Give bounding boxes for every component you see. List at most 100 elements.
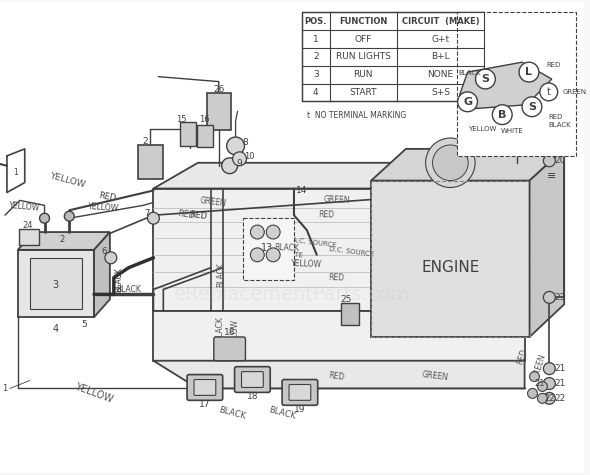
Text: B: B — [498, 110, 506, 120]
Text: 10: 10 — [244, 152, 255, 162]
Text: 19: 19 — [294, 405, 306, 414]
Text: 20: 20 — [555, 156, 566, 165]
Text: B+L: B+L — [431, 52, 450, 61]
FancyBboxPatch shape — [241, 371, 263, 388]
Circle shape — [530, 371, 539, 381]
Text: 8: 8 — [242, 139, 248, 147]
Circle shape — [543, 378, 555, 389]
Text: eReplacementParts.com: eReplacementParts.com — [174, 285, 410, 304]
Circle shape — [232, 152, 247, 166]
Circle shape — [250, 248, 264, 262]
Text: BLACK: BLACK — [216, 262, 225, 287]
Text: 24: 24 — [22, 220, 33, 229]
Text: A.C. SOURCE: A.C. SOURCE — [292, 237, 337, 248]
Text: RED: RED — [189, 209, 207, 221]
Text: BLACK: BLACK — [218, 405, 247, 421]
Text: RUN LIGHTS: RUN LIGHTS — [336, 52, 391, 61]
FancyBboxPatch shape — [180, 122, 196, 146]
Text: YELLOW: YELLOW — [259, 256, 291, 268]
Text: 22: 22 — [555, 394, 566, 403]
FancyBboxPatch shape — [194, 380, 216, 395]
Text: GREEN: GREEN — [323, 195, 350, 205]
Text: GREEN: GREEN — [199, 196, 227, 209]
Polygon shape — [30, 258, 82, 309]
Polygon shape — [153, 189, 525, 311]
Text: YELLOW: YELLOW — [48, 171, 86, 190]
Circle shape — [543, 155, 555, 167]
Text: 6: 6 — [101, 247, 107, 257]
Text: 2: 2 — [60, 236, 65, 245]
Text: S: S — [528, 102, 536, 112]
Polygon shape — [371, 180, 530, 337]
Text: 7: 7 — [144, 209, 149, 218]
Text: 4: 4 — [53, 324, 58, 334]
Text: RED: RED — [547, 62, 561, 68]
Polygon shape — [18, 232, 110, 250]
Circle shape — [250, 225, 264, 239]
Text: 18: 18 — [224, 328, 235, 336]
Text: 22: 22 — [544, 394, 555, 403]
Circle shape — [476, 69, 495, 89]
Text: L: L — [526, 67, 532, 77]
Text: 21: 21 — [555, 379, 566, 388]
Text: WHITE: WHITE — [501, 129, 523, 134]
Text: RED: RED — [549, 114, 563, 120]
Text: 17: 17 — [199, 400, 211, 409]
Polygon shape — [18, 250, 94, 317]
Text: POS.: POS. — [304, 17, 327, 26]
Text: t  NO TERMINAL MARKING: t NO TERMINAL MARKING — [307, 111, 406, 120]
Text: 1: 1 — [2, 384, 8, 393]
Text: 2: 2 — [143, 137, 148, 146]
Text: OFF: OFF — [355, 35, 372, 44]
Text: WHITE: WHITE — [280, 250, 304, 259]
Text: BLACK: BLACK — [267, 405, 297, 421]
FancyBboxPatch shape — [187, 375, 222, 400]
Text: 3: 3 — [313, 70, 319, 79]
Text: NONE: NONE — [427, 70, 454, 79]
Text: YELLOW: YELLOW — [88, 202, 120, 213]
Polygon shape — [153, 311, 525, 361]
Text: 5: 5 — [81, 320, 87, 329]
Text: BLACK: BLACK — [116, 285, 141, 294]
FancyBboxPatch shape — [289, 384, 311, 400]
Text: G+t: G+t — [431, 35, 450, 44]
Circle shape — [266, 248, 280, 262]
FancyBboxPatch shape — [282, 380, 318, 405]
Text: YELLOW: YELLOW — [74, 382, 114, 405]
Text: 14: 14 — [296, 186, 307, 195]
Text: GREEN: GREEN — [563, 89, 586, 95]
Text: 4: 4 — [313, 88, 319, 97]
Circle shape — [543, 292, 555, 304]
FancyBboxPatch shape — [342, 304, 359, 325]
FancyBboxPatch shape — [235, 367, 270, 392]
Text: YELLOW: YELLOW — [231, 319, 240, 350]
Bar — [302, 12, 484, 101]
Circle shape — [537, 381, 548, 391]
Polygon shape — [153, 361, 525, 389]
Bar — [457, 12, 576, 156]
Text: CIRCUIT  (MAKE): CIRCUIT (MAKE) — [402, 17, 479, 26]
Text: BLACK: BLACK — [549, 122, 571, 128]
FancyBboxPatch shape — [137, 145, 163, 179]
Text: 26: 26 — [213, 85, 224, 94]
Polygon shape — [530, 149, 564, 337]
FancyBboxPatch shape — [207, 94, 231, 130]
Circle shape — [432, 145, 468, 180]
Text: YELLOW: YELLOW — [9, 201, 41, 213]
Text: 2: 2 — [313, 52, 319, 61]
Text: BLACK: BLACK — [114, 267, 123, 292]
Text: RED: RED — [177, 209, 195, 221]
Text: ≡: ≡ — [546, 171, 556, 180]
Text: RED: RED — [97, 191, 116, 203]
Text: G: G — [463, 97, 472, 107]
Text: BLACK: BLACK — [458, 70, 481, 76]
Text: RED: RED — [328, 371, 345, 382]
Circle shape — [425, 138, 475, 188]
Text: ENGINE: ENGINE — [421, 260, 480, 275]
Circle shape — [492, 105, 512, 124]
Text: 1: 1 — [14, 168, 18, 177]
Text: S+S: S+S — [431, 88, 450, 97]
Text: 3: 3 — [53, 279, 58, 290]
Polygon shape — [525, 163, 535, 311]
FancyBboxPatch shape — [214, 337, 245, 361]
